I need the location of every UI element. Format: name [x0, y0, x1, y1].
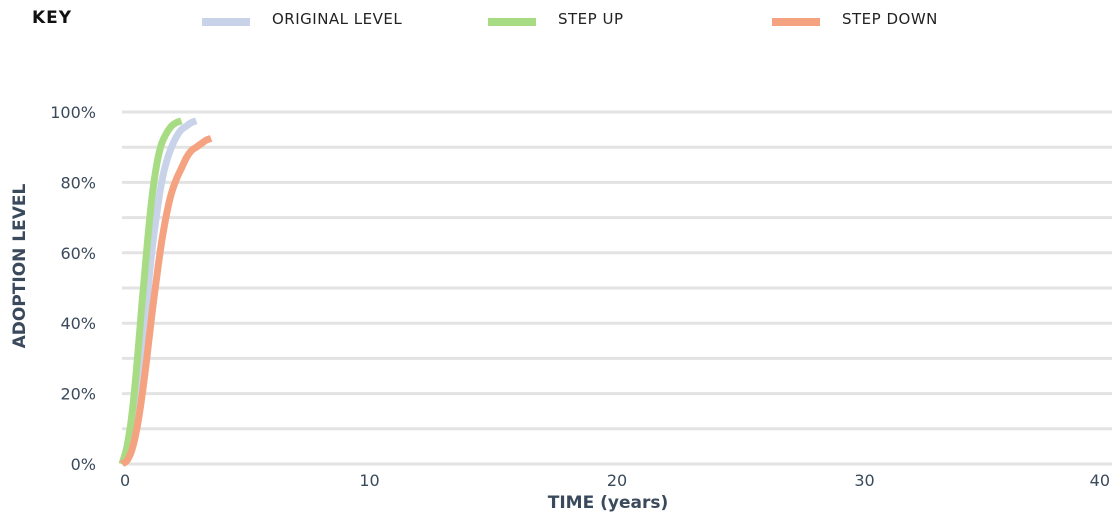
- y-tick-label: 80%: [60, 173, 96, 192]
- legend-swatch-step-up: [488, 18, 536, 26]
- x-tick-labels: 0 10 20 30 40: [120, 471, 1110, 490]
- legend-swatch-original-level: [202, 18, 250, 26]
- x-tick-label: 40: [1090, 471, 1110, 490]
- x-tick-label: 10: [359, 471, 379, 490]
- y-tick-label: 60%: [60, 244, 96, 263]
- x-tick-label: 0: [120, 471, 130, 490]
- legend-title: KEY: [32, 8, 73, 28]
- series-lines: [118, 117, 213, 467]
- y-tick-label: 100%: [50, 103, 96, 122]
- x-axis-title: TIME (years): [548, 493, 669, 513]
- y-axis-title: ADOPTION LEVEL: [10, 183, 30, 348]
- series-line-step-down: [119, 135, 213, 467]
- x-tick-label: 20: [607, 471, 627, 490]
- y-tick-label: 40%: [60, 314, 96, 333]
- y-tick-label: 20%: [60, 385, 96, 404]
- series-line-step-up: [118, 117, 183, 465]
- legend-label-step-up: STEP UP: [558, 10, 624, 28]
- legend-label-step-down: STEP DOWN: [842, 10, 938, 28]
- x-tick-label: 30: [854, 471, 874, 490]
- legend-swatch-step-down: [772, 18, 820, 26]
- grid-lines: [122, 110, 1112, 466]
- y-tick-label: 0%: [71, 455, 96, 474]
- y-tick-labels: 0% 20% 40% 60% 80% 100%: [50, 103, 96, 474]
- legend-label-original-level: ORIGINAL LEVEL: [272, 10, 403, 28]
